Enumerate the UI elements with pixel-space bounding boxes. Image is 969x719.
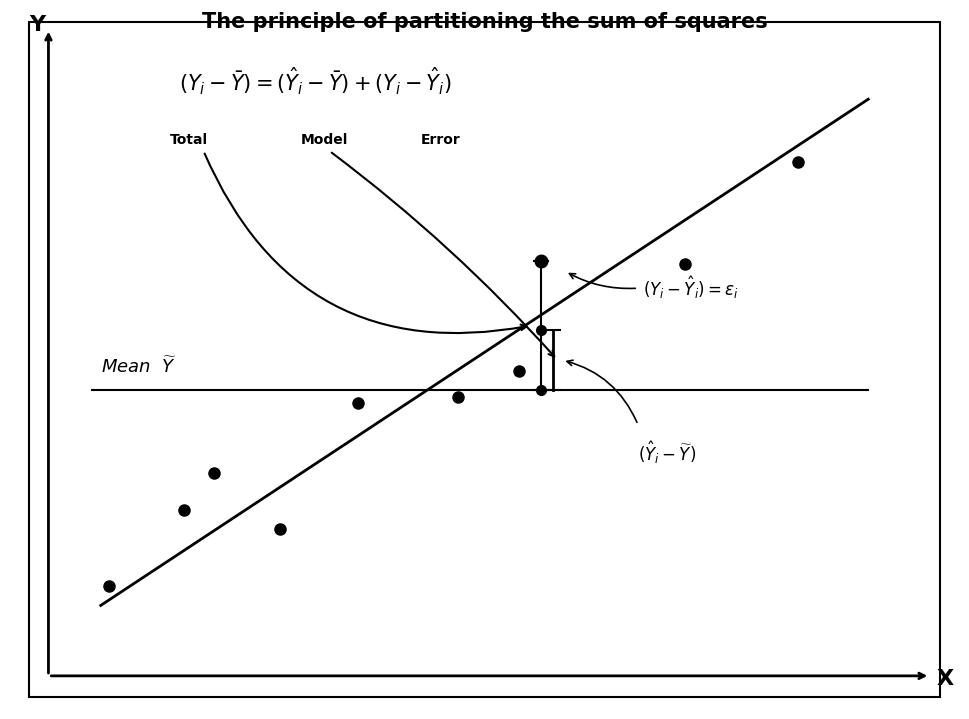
Text: The principle of partitioning the sum of squares: The principle of partitioning the sum of… xyxy=(202,12,767,32)
Text: Y: Y xyxy=(29,15,45,35)
Text: X: X xyxy=(936,669,953,690)
Text: $(Y_i - \bar{Y}) = (\hat{Y}_i - \bar{Y}) + (Y_i - \hat{Y}_i)$: $(Y_i - \bar{Y}) = (\hat{Y}_i - \bar{Y})… xyxy=(179,66,452,97)
Text: $\mathit{Mean}$  $\widetilde{Y}$: $\mathit{Mean}$ $\widetilde{Y}$ xyxy=(101,357,176,377)
Text: $(Y_i - \hat{Y}_i) = \varepsilon_i$: $(Y_i - \hat{Y}_i) = \varepsilon_i$ xyxy=(643,275,738,301)
Text: Error: Error xyxy=(421,133,461,147)
Text: $(\hat{Y}_i - \widetilde{Y})$: $(\hat{Y}_i - \widetilde{Y})$ xyxy=(638,439,697,466)
Text: Model: Model xyxy=(301,133,348,147)
Text: Total: Total xyxy=(170,133,208,147)
